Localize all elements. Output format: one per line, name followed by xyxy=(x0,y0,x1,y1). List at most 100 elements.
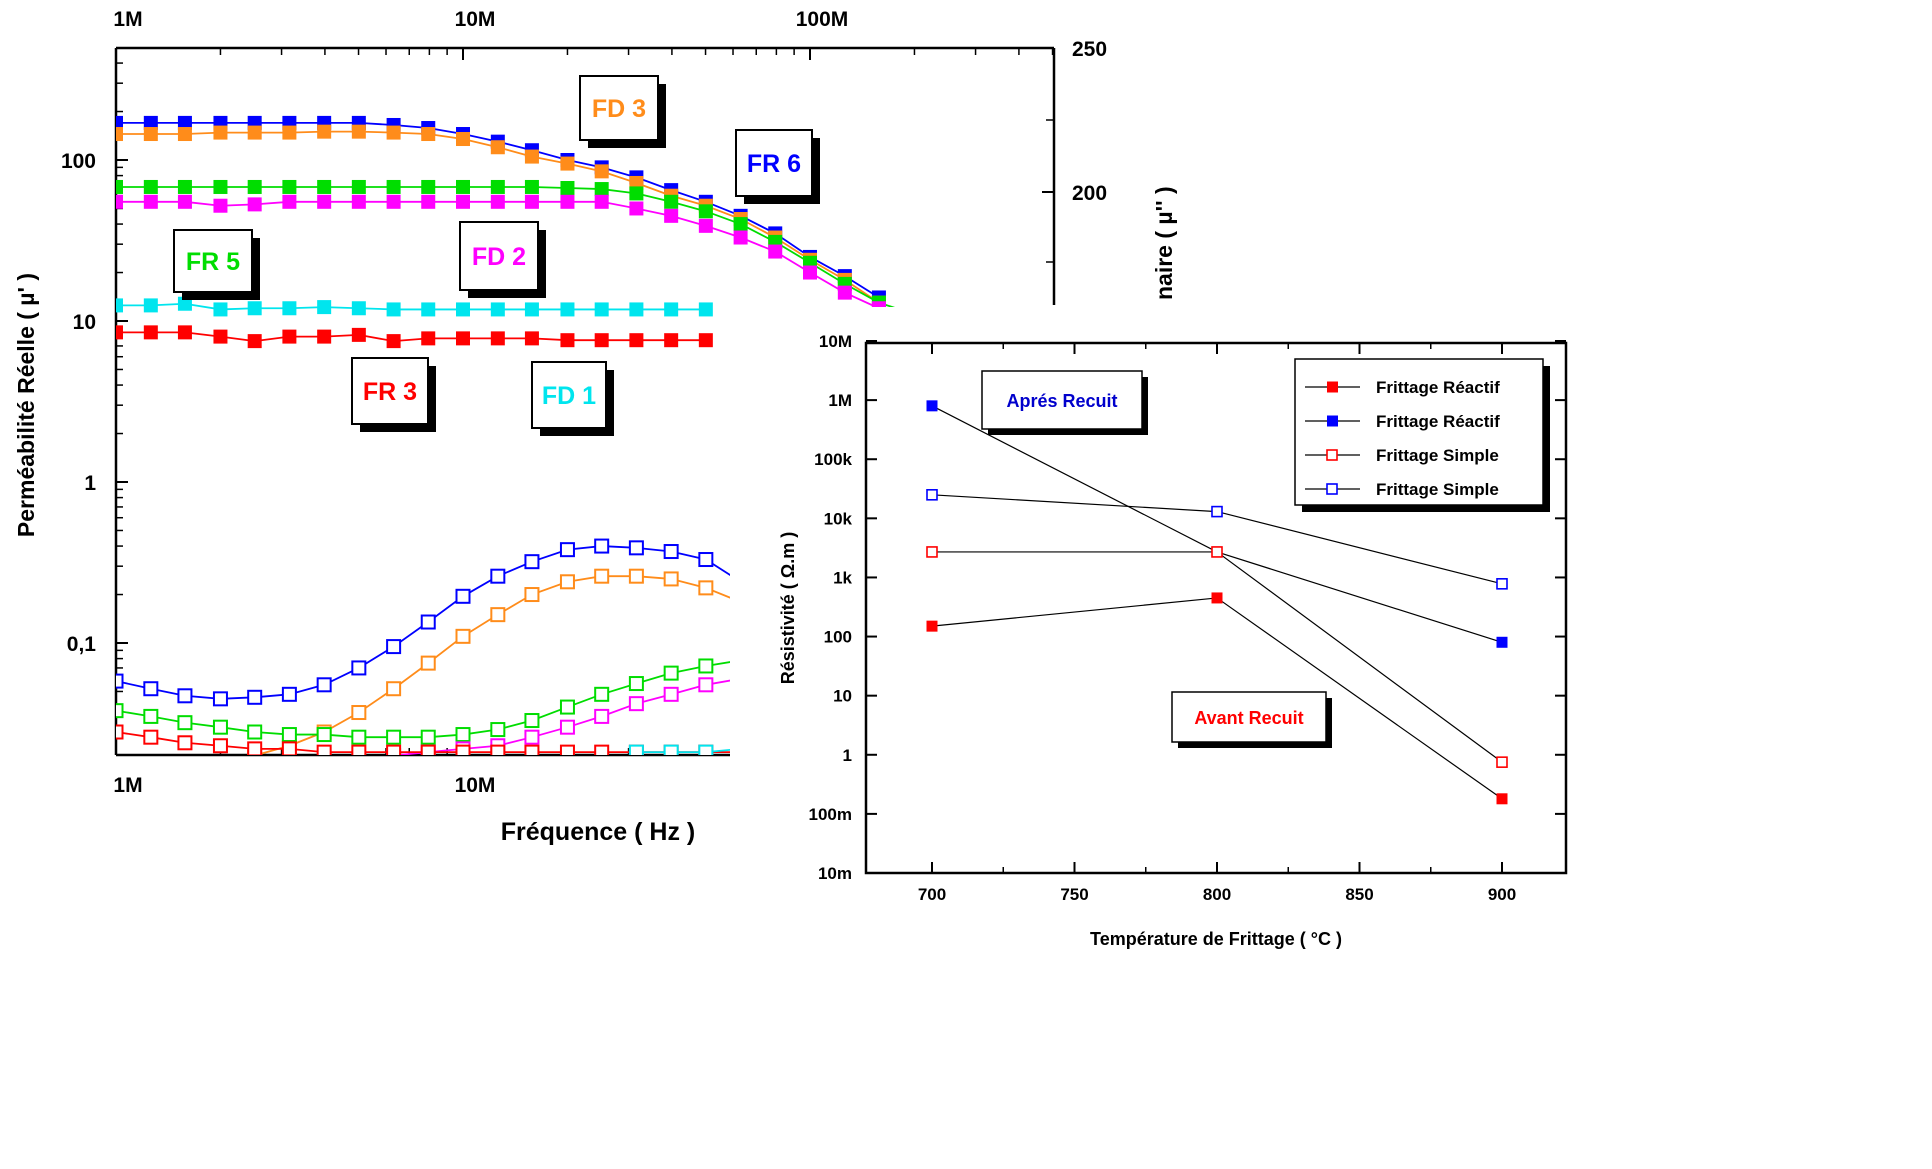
data-point xyxy=(803,265,817,280)
data-point xyxy=(177,735,193,751)
data-point xyxy=(421,331,436,346)
data-point xyxy=(524,554,540,570)
data-point xyxy=(524,729,540,745)
y-tick-label: 100 xyxy=(824,628,852,647)
annotation-label: FR 3 xyxy=(363,378,417,406)
data-point xyxy=(421,302,436,317)
data-point xyxy=(456,194,470,209)
data-point xyxy=(490,722,506,738)
data-point xyxy=(733,230,748,245)
data-point xyxy=(282,329,297,344)
data-point xyxy=(351,194,366,209)
data-point xyxy=(559,542,575,558)
data-point xyxy=(733,217,748,232)
data-point xyxy=(664,333,679,348)
annotation-box: FD 2 xyxy=(459,221,546,298)
data-point xyxy=(455,628,471,644)
annotation-box: FD 3 xyxy=(579,75,666,148)
data-point xyxy=(386,744,402,755)
data-point xyxy=(351,179,366,194)
data-point xyxy=(698,580,714,596)
annotation-box: FD 1 xyxy=(531,361,614,436)
data-point xyxy=(490,302,505,317)
data-point xyxy=(663,686,679,702)
y-tick-label: 10 xyxy=(73,311,96,334)
data-point xyxy=(351,705,367,721)
data-point xyxy=(1496,756,1508,768)
data-point xyxy=(629,201,644,216)
y-tick-label: 0,1 xyxy=(67,633,97,656)
data-point xyxy=(698,333,713,348)
right-y-axis-label: naire ( µ'' ) xyxy=(1151,186,1177,300)
data-point xyxy=(247,301,262,316)
data-point xyxy=(560,333,575,348)
right-y-tick-label: 200 xyxy=(1072,182,1107,205)
data-point xyxy=(559,719,575,735)
data-point xyxy=(421,194,436,209)
data-point xyxy=(247,197,262,212)
legend-marker xyxy=(1326,483,1338,495)
data-point xyxy=(247,125,262,140)
data-point xyxy=(926,489,938,501)
data-point xyxy=(177,179,192,194)
y-tick-label: 1M xyxy=(828,391,852,410)
data-point xyxy=(628,568,644,584)
data-point xyxy=(351,729,367,745)
y-axis-label: Perméabilité Réelle ( µ' ) xyxy=(13,273,39,537)
data-point xyxy=(456,331,470,346)
y-tick-label: 10M xyxy=(819,332,852,351)
data-point xyxy=(143,179,158,194)
data-point xyxy=(143,729,159,745)
data-point xyxy=(281,741,297,755)
annotation-box: FR 6 xyxy=(735,129,820,204)
data-point xyxy=(116,703,124,719)
data-point xyxy=(560,156,575,171)
data-point xyxy=(456,302,470,317)
data-point xyxy=(524,331,539,346)
series-line-imaginary xyxy=(252,575,730,755)
data-point xyxy=(698,658,714,674)
data-point xyxy=(177,115,192,130)
data-point xyxy=(116,673,124,689)
data-point xyxy=(213,179,228,194)
data-point xyxy=(594,744,610,755)
legend-marker xyxy=(1327,415,1338,427)
annotation-label: Avant Recuit xyxy=(1194,708,1303,728)
right-y-tick-label: 250 xyxy=(1072,38,1107,61)
y-tick-label: 10m xyxy=(818,864,852,883)
data-point xyxy=(316,744,332,755)
data-point xyxy=(490,140,505,155)
data-point xyxy=(177,127,192,142)
data-point xyxy=(386,302,401,317)
annotation-box: Aprés Recuit xyxy=(981,370,1148,435)
data-point xyxy=(1496,636,1508,648)
data-point xyxy=(386,125,401,140)
data-point xyxy=(116,724,124,740)
data-point xyxy=(420,729,436,745)
data-point xyxy=(629,333,644,348)
data-point xyxy=(698,204,713,219)
data-point xyxy=(456,132,470,147)
data-point xyxy=(386,729,402,745)
data-point xyxy=(1496,578,1508,590)
data-point xyxy=(351,327,366,342)
data-point xyxy=(663,544,679,560)
data-point xyxy=(837,285,852,300)
data-point xyxy=(421,179,436,194)
data-point xyxy=(143,194,158,209)
data-point xyxy=(663,665,679,681)
data-point xyxy=(1211,505,1223,518)
y-tick-label: 1 xyxy=(843,746,852,765)
data-point xyxy=(490,607,506,623)
data-point xyxy=(664,302,679,317)
data-point xyxy=(177,194,192,209)
data-point xyxy=(282,125,297,140)
data-point xyxy=(351,301,366,316)
data-point xyxy=(247,724,263,740)
y-tick-label: 10k xyxy=(824,509,853,528)
data-point xyxy=(663,744,679,755)
data-point xyxy=(317,179,332,194)
top-x-tick-label: 10M xyxy=(455,8,496,31)
data-point xyxy=(351,744,367,755)
data-point xyxy=(213,198,228,213)
